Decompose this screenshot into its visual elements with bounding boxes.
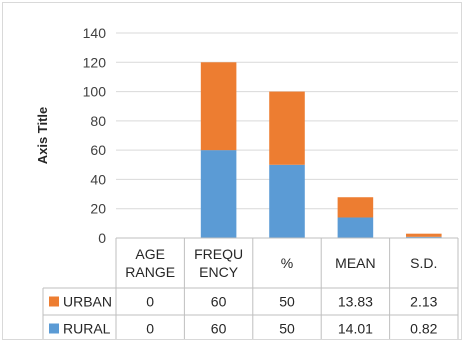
y-tick-label-0: 0 — [98, 230, 106, 246]
table-cell-rural-4: 0.82 — [410, 321, 437, 337]
y-tick-label-140: 140 — [83, 25, 107, 41]
y-tick-label-60: 60 — [90, 142, 106, 158]
bar-rural-4 — [406, 236, 442, 238]
table-cell-urban-3: 13.83 — [338, 294, 373, 310]
bar-urban-2 — [269, 91, 305, 165]
table-cell-urban-0: 0 — [146, 294, 154, 310]
category-label-1-line-0: FREQU — [194, 246, 243, 262]
y-axis-title: Axis Title — [35, 107, 50, 165]
legend-key-urban — [49, 296, 59, 307]
bar-urban-4 — [406, 233, 442, 237]
table-cell-rural-2: 50 — [279, 321, 295, 337]
table-cell-urban-4: 2.13 — [410, 294, 437, 310]
bar-urban-1 — [200, 62, 237, 151]
category-label-1-line-1: ENCY — [199, 264, 239, 280]
bar-urban-3 — [337, 197, 374, 218]
category-label-0-line-1: RANGE — [125, 264, 175, 280]
table-cell-urban-2: 50 — [279, 294, 295, 310]
category-label-0-line-0: AGE — [135, 246, 165, 262]
legend-key-rural — [49, 323, 59, 334]
y-tick-label-120: 120 — [83, 54, 107, 70]
bar-rural-2 — [269, 164, 305, 238]
table-cell-urban-1: 60 — [211, 294, 227, 310]
category-label-4-line-0: S.D. — [410, 255, 437, 271]
y-tick-label-80: 80 — [90, 113, 106, 129]
stacked-bar-chart: 0 20 40 60 80 100 120 140 Axis Title AGE RANGE FREQ… — [35, 25, 459, 343]
legend-label-rural: RURAL — [63, 321, 111, 337]
legend-label-urban: URBAN — [63, 294, 112, 310]
category-label-3-line-0: MEAN — [335, 255, 375, 271]
table-cell-rural-0: 0 — [146, 321, 154, 337]
bar-rural-3 — [337, 217, 374, 238]
y-tick-label-100: 100 — [83, 84, 107, 100]
category-label-2-line-0: % — [281, 255, 293, 271]
bar-rural-1 — [200, 150, 237, 238]
y-tick-label-40: 40 — [90, 171, 106, 187]
table-cell-rural-3: 14.01 — [338, 321, 373, 337]
y-tick-label-20: 20 — [90, 201, 106, 217]
table-cell-rural-1: 60 — [211, 321, 227, 337]
